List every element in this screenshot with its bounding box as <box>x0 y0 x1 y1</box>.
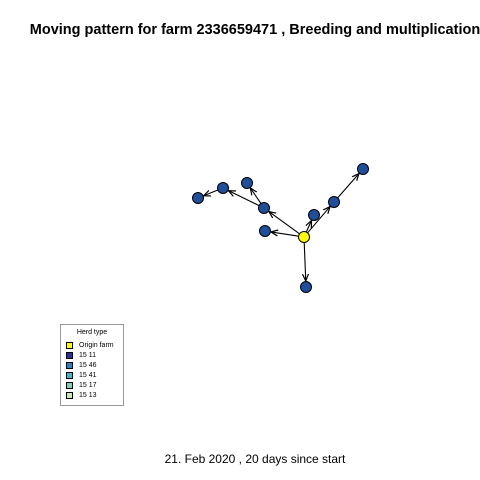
legend-item: 15 46 <box>61 360 123 370</box>
herd-node <box>217 182 229 194</box>
movement-edge <box>250 188 262 204</box>
legend-items: Origin farm 15 11 15 46 15 41 15 17 15 13 <box>61 340 123 400</box>
movement-edge <box>204 189 219 196</box>
legend-swatch <box>66 391 73 399</box>
movement-edge <box>269 212 300 235</box>
herd-node <box>328 196 340 208</box>
chart-title: Moving pattern for farm 2336659471 , Bre… <box>29 22 480 38</box>
herd-node <box>241 177 253 189</box>
legend-swatch <box>66 381 73 389</box>
legend: Herd type Origin farm 15 11 15 46 15 41 15 1… <box>60 324 124 406</box>
herd-node <box>192 192 204 204</box>
movement-edge <box>337 174 359 199</box>
legend-label: Origin farm <box>79 341 114 349</box>
legend-item: 15 11 <box>61 350 123 360</box>
legend-label: 15 11 <box>79 351 96 359</box>
herd-node <box>308 209 320 221</box>
movement-edge <box>304 242 306 281</box>
date-caption: 21. Feb 2020 , 20 days since start <box>164 452 346 466</box>
movement-edge <box>306 220 311 233</box>
origin-farm-node <box>298 231 310 243</box>
legend-item: 15 17 <box>61 380 123 390</box>
legend-label: 15 46 <box>79 361 97 369</box>
legend-item: 15 13 <box>61 390 123 400</box>
movement-edge <box>228 191 260 207</box>
legend-item: 15 41 <box>61 370 123 380</box>
herd-node <box>357 163 369 175</box>
legend-label: 15 17 <box>79 381 97 389</box>
legend-swatch <box>66 341 73 349</box>
legend-label: 15 13 <box>79 391 97 399</box>
legend-swatch <box>66 351 73 359</box>
legend-swatch <box>66 371 73 379</box>
nodes-group <box>192 163 369 293</box>
herd-node <box>258 202 270 214</box>
herd-node <box>259 225 271 237</box>
edges-group <box>204 174 359 281</box>
movement-edge <box>271 232 299 237</box>
movement-edge <box>307 207 331 234</box>
legend-item: Origin farm <box>61 340 123 350</box>
legend-title: Herd type <box>76 329 108 336</box>
legend-label: 15 41 <box>79 371 97 379</box>
herd-node <box>300 281 312 293</box>
legend-swatch <box>66 361 73 369</box>
